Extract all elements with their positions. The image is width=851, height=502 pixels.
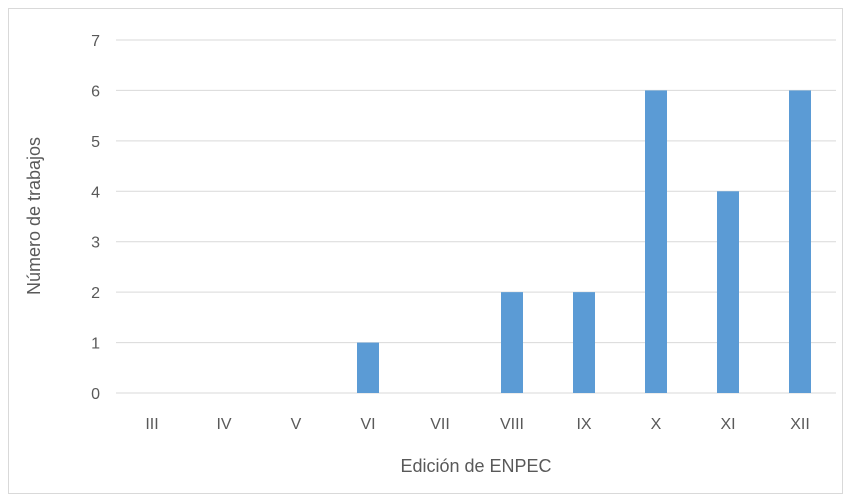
x-tick-label: V (291, 416, 302, 433)
x-tick-label: IX (576, 416, 591, 433)
y-tick-label: 5 (91, 134, 100, 151)
y-tick-label: 2 (91, 285, 100, 302)
x-tick-label: X (651, 416, 662, 433)
bar-XII (789, 90, 811, 393)
bar-VI (357, 342, 379, 393)
y-tick-label: 3 (91, 235, 100, 252)
x-axis-title: Edición de ENPEC (400, 456, 551, 476)
bar-IX (573, 292, 595, 393)
x-tick-label: III (145, 416, 158, 433)
gridlines (116, 39, 836, 394)
bar-VIII (501, 292, 523, 393)
y-tick-label: 4 (91, 184, 100, 201)
x-tick-label: VIII (500, 416, 524, 433)
x-tick-label: XI (720, 416, 735, 433)
x-axis-ticks: III IV V VI VII VIII IX X XI XII (145, 416, 809, 433)
x-tick-label: IV (216, 416, 231, 433)
x-tick-label: VI (360, 416, 375, 433)
chart-frame (8, 8, 843, 494)
bar-X (645, 90, 667, 393)
bar-XI (717, 191, 739, 393)
bars (357, 90, 811, 393)
y-tick-label: 1 (91, 336, 100, 353)
y-tick-label: 0 (91, 386, 100, 403)
y-tick-label: 7 (91, 33, 100, 50)
y-axis-ticks: 0 1 2 3 4 5 6 7 (91, 33, 100, 403)
y-axis-title: Número de trabajos (24, 137, 44, 295)
y-tick-label: 6 (91, 83, 100, 100)
x-tick-label: VII (430, 416, 450, 433)
x-tick-label: XII (790, 416, 810, 433)
